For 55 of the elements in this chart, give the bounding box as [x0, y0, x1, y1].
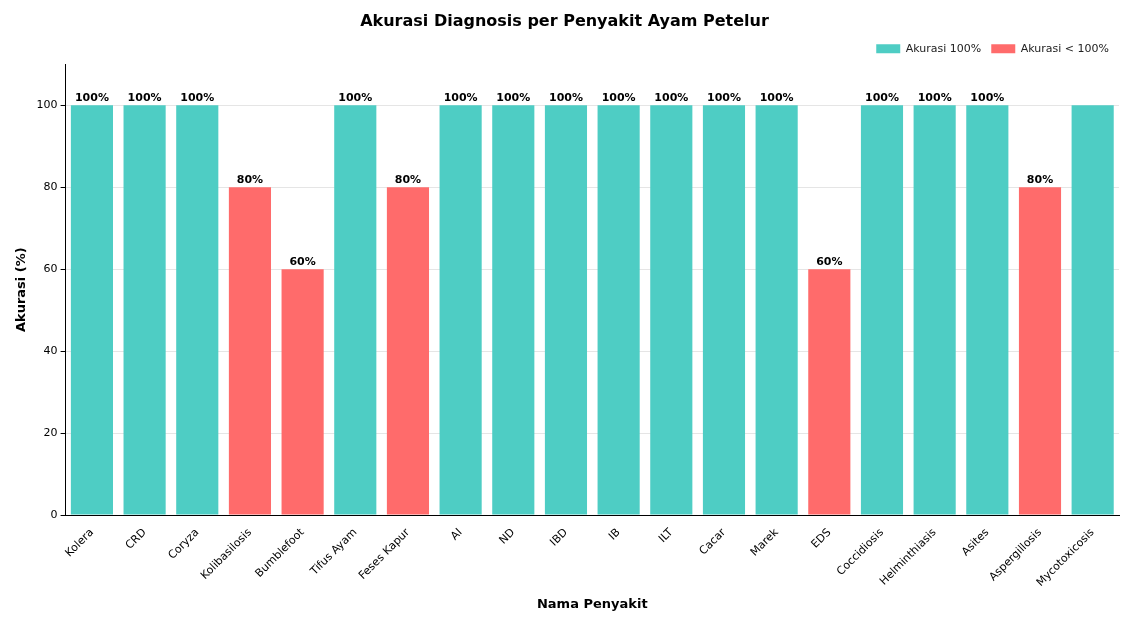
data-label: 100% — [864, 90, 899, 104]
y-tick-label: 0 — [50, 507, 58, 521]
bar — [597, 105, 640, 515]
data-label: 100% — [496, 90, 531, 104]
bar — [860, 105, 904, 515]
data-label: 100% — [759, 90, 794, 104]
bar — [755, 105, 798, 515]
data-label: 60% — [289, 254, 316, 268]
x-tick-label: IBD — [547, 525, 571, 549]
x-tick-label: ND — [496, 525, 518, 547]
bar — [966, 105, 1009, 515]
bar — [123, 105, 166, 515]
data-label: 100% — [654, 90, 689, 104]
data-label: 100% — [601, 90, 636, 104]
bar — [492, 105, 535, 515]
bar — [913, 105, 956, 515]
x-tick-label: ILT — [655, 525, 676, 546]
data-label: 80% — [394, 172, 422, 186]
bar — [281, 269, 324, 515]
data-label: 100% — [917, 90, 952, 104]
y-tick-label: 60 — [43, 262, 58, 276]
chart-title: Akurasi Diagnosis per Penyakit Ayam Petelur — [360, 10, 769, 30]
bar — [176, 105, 219, 515]
data-label: 100% — [970, 90, 1005, 104]
bar — [386, 187, 430, 515]
data-label: 100% — [180, 90, 215, 104]
bar — [1071, 105, 1114, 515]
data-label: 80% — [1026, 172, 1054, 186]
bar — [439, 105, 482, 515]
bar — [1018, 187, 1062, 515]
data-label: 80% — [236, 172, 264, 186]
data-label: 100% — [127, 90, 162, 104]
legend-label: Akurasi 100% — [905, 41, 982, 55]
data-label: 100% — [338, 90, 373, 104]
x-tick-label: IB — [605, 525, 623, 543]
legend-label: Akurasi < 100% — [1020, 41, 1110, 55]
bar — [544, 105, 588, 515]
bar — [70, 105, 113, 515]
y-tick-label: 40 — [43, 343, 58, 357]
x-axis-title: Nama Penyakit — [536, 595, 648, 611]
data-label: 60% — [816, 254, 843, 268]
data-label: 100% — [443, 90, 478, 104]
data-label: 100% — [706, 90, 741, 104]
y-tick-label: 20 — [43, 425, 58, 439]
x-tick-label: AI — [447, 525, 465, 543]
y-tick-label: 80 — [43, 180, 58, 194]
bar — [228, 187, 272, 515]
bar — [334, 105, 377, 515]
data-label: 100% — [548, 90, 583, 104]
y-tick-label: 100 — [36, 98, 58, 112]
bar — [702, 105, 746, 515]
y-axis-title: Akurasi (%) — [13, 247, 29, 333]
bar — [808, 269, 851, 515]
bar — [650, 105, 693, 515]
data-label: 100% — [74, 90, 109, 104]
